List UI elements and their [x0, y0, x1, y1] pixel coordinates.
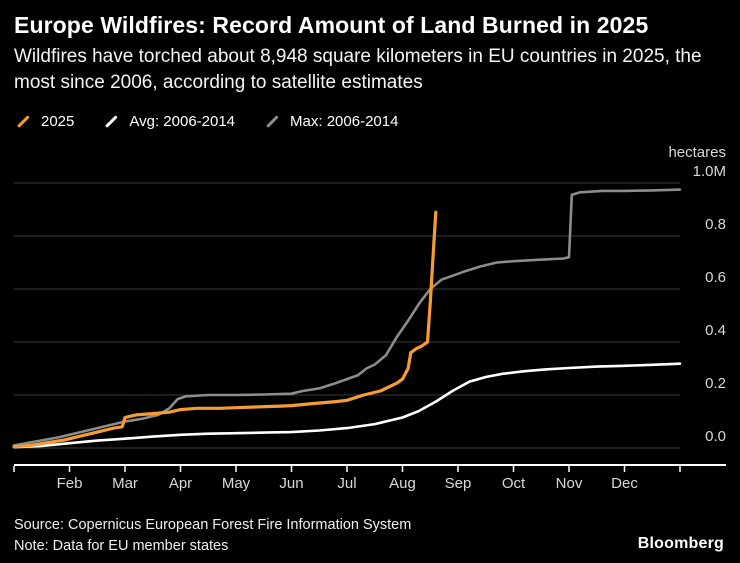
legend-item: 2025 — [16, 113, 74, 130]
x-tick-label: Apr — [169, 475, 192, 492]
x-tick-label: Jul — [337, 475, 356, 492]
y-tick-label: 0.8 — [705, 216, 726, 233]
chart-subtitle: Wildfires have torched about 8,948 squar… — [14, 46, 702, 93]
y-tick-label: 1.0M — [693, 163, 726, 180]
legend: 2025 Avg: 2006-2014 Max: 2006-2014 — [16, 113, 398, 130]
y-tick-label: 0.0 — [705, 428, 726, 445]
x-tick-label: Dec — [611, 475, 638, 492]
y-tick-label: 0.4 — [705, 322, 726, 339]
x-tick-label: May — [222, 475, 251, 492]
legend-slash-icon — [16, 114, 31, 128]
x-tick-label: Nov — [556, 475, 583, 492]
x-tick-label: Sep — [445, 475, 472, 492]
line-chart: 0.0 0.2 0.4 0.6 0.8 1.0M hectares Feb Mar Apr May J… — [12, 144, 726, 492]
x-tick-label: Mar — [112, 475, 138, 492]
x-tick-label: Oct — [502, 475, 526, 492]
series-line-2025 — [12, 210, 438, 449]
bloomberg-logo: Bloomberg — [637, 534, 724, 552]
x-tick-label: Jun — [279, 475, 303, 492]
x-tick-label: Aug — [389, 475, 416, 492]
chart-header: Europe Wildfires: Record Amount of Land … — [14, 12, 726, 95]
y-axis-unit-label: hectares — [668, 144, 726, 161]
series-line-avg-2006-2014 — [12, 362, 682, 449]
legend-label: Avg: 2006-2014 — [129, 113, 236, 130]
legend-label: Max: 2006-2014 — [290, 113, 399, 130]
note-line: Note: Data for EU member states — [14, 537, 229, 554]
y-tick-label: 0.6 — [705, 269, 726, 286]
legend-slash-icon — [105, 114, 119, 128]
legend-item: Max: 2006-2014 — [265, 113, 398, 130]
legend-item: Avg: 2006-2014 — [104, 113, 235, 130]
series-line-max-2006-2014 — [12, 188, 682, 447]
x-tick-label: Feb — [57, 475, 83, 492]
chart-title: Europe Wildfires: Record Amount of Land … — [14, 12, 649, 38]
legend-slash-icon — [266, 114, 280, 128]
legend-label: 2025 — [41, 113, 75, 130]
chart-footer: Source: Copernicus European Forest Fire … — [14, 515, 726, 557]
y-tick-label: 0.2 — [705, 375, 726, 392]
source-line: Source: Copernicus European Forest Fire … — [14, 516, 412, 533]
